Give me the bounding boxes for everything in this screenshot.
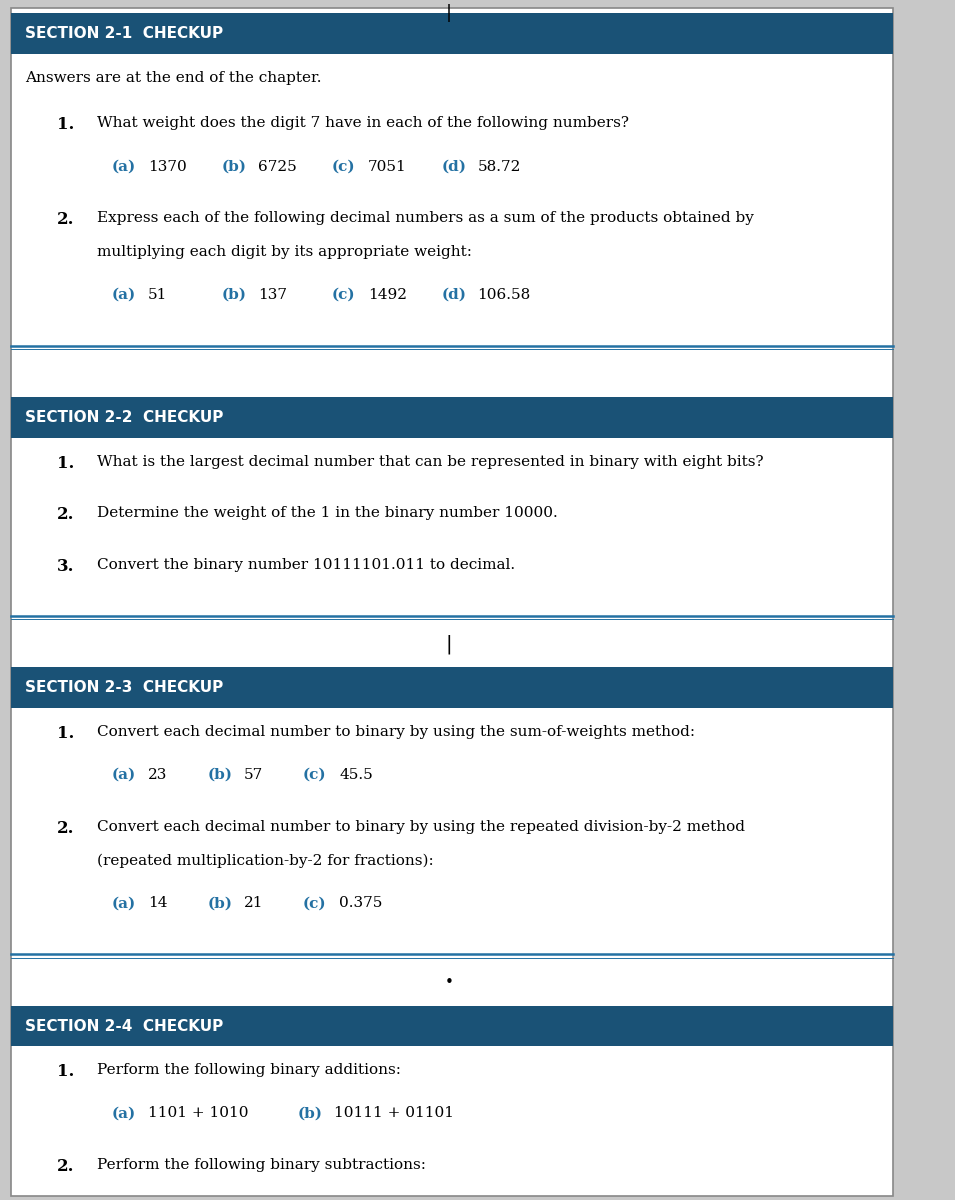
- Text: 2.: 2.: [57, 1158, 74, 1175]
- Text: 1.: 1.: [57, 1063, 74, 1080]
- Text: 1101 + 1010: 1101 + 1010: [148, 1106, 248, 1121]
- Text: (a): (a): [112, 1106, 136, 1121]
- Text: 137: 137: [258, 288, 286, 302]
- Text: (b): (b): [222, 288, 246, 302]
- FancyBboxPatch shape: [11, 1006, 893, 1046]
- Text: 1370: 1370: [148, 160, 187, 174]
- Text: 23: 23: [148, 768, 167, 782]
- Text: 7051: 7051: [368, 160, 407, 174]
- Text: 45.5: 45.5: [339, 768, 372, 782]
- FancyBboxPatch shape: [11, 667, 893, 708]
- Text: Perform the following binary subtractions:: Perform the following binary subtraction…: [97, 1158, 427, 1172]
- FancyBboxPatch shape: [11, 13, 893, 54]
- Text: 3.: 3.: [57, 558, 74, 575]
- Text: 21: 21: [244, 896, 263, 911]
- Text: 10111 + 01101: 10111 + 01101: [334, 1106, 455, 1121]
- Text: (a): (a): [112, 768, 136, 782]
- Text: 1.: 1.: [57, 725, 74, 742]
- Text: (c): (c): [303, 768, 327, 782]
- Text: (a): (a): [112, 896, 136, 911]
- Text: What weight does the digit 7 have in each of the following numbers?: What weight does the digit 7 have in eac…: [97, 116, 629, 131]
- Text: 1.: 1.: [57, 116, 74, 133]
- Text: Convert the binary number 10111101.011 to decimal.: Convert the binary number 10111101.011 t…: [97, 558, 516, 572]
- Text: (a): (a): [112, 160, 136, 174]
- Text: SECTION 2-2  CHECKUP: SECTION 2-2 CHECKUP: [25, 410, 223, 425]
- Text: 51: 51: [148, 288, 167, 302]
- Text: 57: 57: [244, 768, 263, 782]
- FancyBboxPatch shape: [11, 397, 893, 438]
- Text: 0.375: 0.375: [339, 896, 382, 911]
- Text: 6725: 6725: [258, 160, 297, 174]
- Text: (d): (d): [441, 288, 466, 302]
- Text: Express each of the following decimal numbers as a sum of the products obtained : Express each of the following decimal nu…: [97, 211, 754, 226]
- Text: SECTION 2-4  CHECKUP: SECTION 2-4 CHECKUP: [25, 1019, 223, 1033]
- Text: 106.58: 106.58: [478, 288, 531, 302]
- Text: (b): (b): [222, 160, 246, 174]
- Text: (b): (b): [207, 768, 232, 782]
- Text: (c): (c): [331, 160, 355, 174]
- Text: 1492: 1492: [368, 288, 407, 302]
- Text: (d): (d): [441, 160, 466, 174]
- Text: 2.: 2.: [57, 506, 74, 523]
- Text: SECTION 2-1  CHECKUP: SECTION 2-1 CHECKUP: [25, 26, 223, 41]
- Text: SECTION 2-3  CHECKUP: SECTION 2-3 CHECKUP: [25, 680, 223, 695]
- Text: •: •: [444, 976, 454, 990]
- Text: What is the largest decimal number that can be represented in binary with eight : What is the largest decimal number that …: [97, 455, 764, 469]
- Text: (b): (b): [207, 896, 232, 911]
- Text: Answers are at the end of the chapter.: Answers are at the end of the chapter.: [25, 71, 321, 85]
- Text: (b): (b): [298, 1106, 323, 1121]
- Text: (c): (c): [303, 896, 327, 911]
- Text: 58.72: 58.72: [478, 160, 520, 174]
- Text: (repeated multiplication-by-2 for fractions):: (repeated multiplication-by-2 for fracti…: [97, 853, 435, 868]
- Text: 1.: 1.: [57, 455, 74, 472]
- Text: 2.: 2.: [57, 211, 74, 228]
- Text: Convert each decimal number to binary by using the repeated division-by-2 method: Convert each decimal number to binary by…: [97, 820, 746, 834]
- Text: |: |: [446, 4, 452, 22]
- Text: |: |: [446, 635, 452, 654]
- FancyBboxPatch shape: [11, 8, 893, 1196]
- Text: (c): (c): [331, 288, 355, 302]
- Text: Determine the weight of the 1 in the binary number 10000.: Determine the weight of the 1 in the bin…: [97, 506, 558, 521]
- Text: Convert each decimal number to binary by using the sum-of-weights method:: Convert each decimal number to binary by…: [97, 725, 695, 739]
- Text: (a): (a): [112, 288, 136, 302]
- Text: Perform the following binary additions:: Perform the following binary additions:: [97, 1063, 401, 1078]
- Text: 2.: 2.: [57, 820, 74, 836]
- Text: multiplying each digit by its appropriate weight:: multiplying each digit by its appropriat…: [97, 245, 473, 259]
- Text: 14: 14: [148, 896, 167, 911]
